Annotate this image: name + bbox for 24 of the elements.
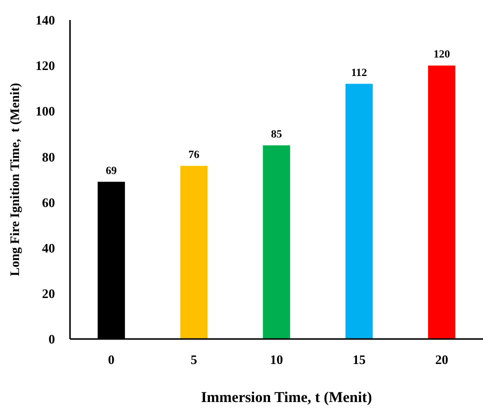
x-tick-label: 20 <box>435 352 448 367</box>
y-axis-title: Long Fire Ignition Time, t (Menit) <box>7 82 22 276</box>
y-tick-label: 40 <box>42 240 55 256</box>
x-tick-label: 5 <box>190 352 198 367</box>
y-tick-label: 20 <box>42 286 55 301</box>
x-tick-label: 15 <box>352 352 366 367</box>
y-tick-label: 140 <box>36 12 55 28</box>
y-tick-label: 0 <box>48 332 55 347</box>
bar <box>262 145 290 339</box>
y-tick-label: 120 <box>36 58 55 74</box>
x-tick-label: 0 <box>108 352 115 367</box>
y-tick-label: 60 <box>42 194 55 210</box>
bar <box>345 84 373 339</box>
bar <box>180 166 208 339</box>
y-tick-label: 80 <box>42 149 55 164</box>
data-label: 112 <box>351 66 368 79</box>
bar <box>428 66 456 339</box>
data-label: 120 <box>433 48 450 61</box>
data-label: 69 <box>106 164 118 177</box>
data-label: 85 <box>271 128 282 140</box>
x-tick-label: 10 <box>270 352 283 367</box>
y-tick-label: 100 <box>36 104 55 119</box>
data-label: 76 <box>188 148 200 161</box>
x-axis-title: Immersion Time, t (Menit) <box>200 390 372 406</box>
